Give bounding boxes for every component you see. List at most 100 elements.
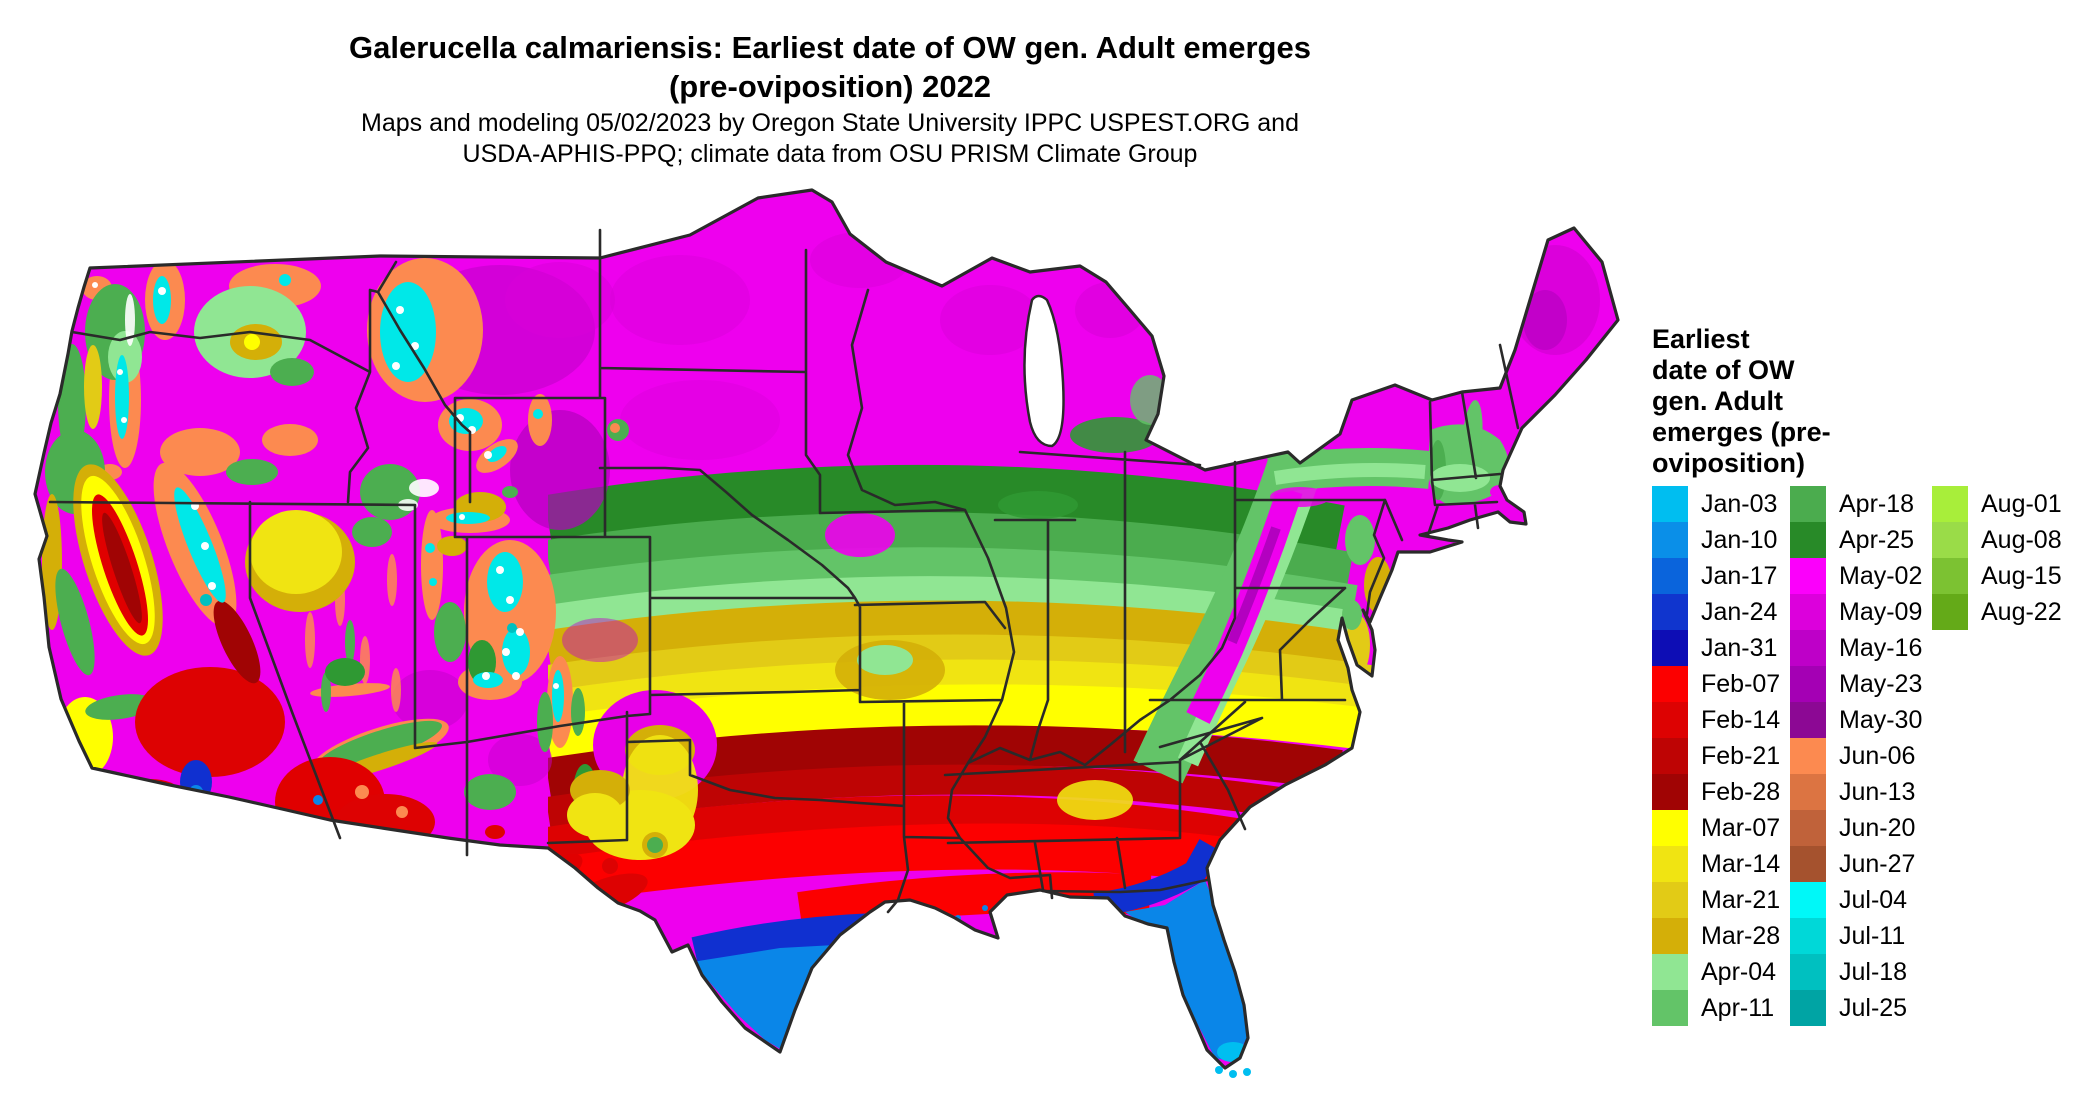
legend-item: Mar-14 [1652,846,1780,882]
legend-swatch [1652,954,1688,990]
legend-column: Aug-01 Aug-08 Aug-15 Aug-22 [1932,486,2062,630]
legend-item: Apr-04 [1652,954,1780,990]
legend-date-label: Apr-25 [1839,525,1915,554]
state-borders [48,228,1520,914]
legend-date-label: Aug-15 [1981,561,2062,590]
legend-item: May-16 [1790,630,1922,666]
legend-swatch [1652,594,1688,630]
legend-item: Aug-22 [1932,594,2062,630]
legend-item: Jan-10 [1652,522,1780,558]
legend-title: Earliest date of OW gen. Adult emerges (… [1652,324,2092,479]
map-title-line2: (pre-oviposition) 2022 [668,69,992,104]
legend-item: Feb-14 [1652,702,1780,738]
legend-title-line: date of OW [1652,355,1795,385]
legend-date-label: Jun-13 [1839,777,1916,806]
legend-column: Apr-18 Apr-25 May-02 May-09 May-16 May-23 May-… [1790,486,1922,1026]
legend-date-label: Feb-14 [1701,705,1781,734]
map-title-line1: Galerucella calmariensis: Earliest date … [349,30,1311,65]
legend-swatch [1652,702,1688,738]
legend-swatch [1652,738,1688,774]
map-title: Galerucella calmariensis: Earliest date … [0,28,1660,106]
legend-swatch [1932,486,1968,522]
legend-swatch [1790,738,1826,774]
legend-swatch [1652,630,1688,666]
legend-date-label: Apr-18 [1839,489,1915,518]
legend-swatch [1932,522,1968,558]
legend-swatch [1652,990,1688,1026]
legend-date-label: Jul-18 [1839,957,1908,986]
legend-date-label: Jul-25 [1839,993,1908,1022]
legend-item: May-30 [1790,702,1922,738]
legend-date-label: May-30 [1839,705,1923,734]
legend-item: Jul-25 [1790,990,1922,1026]
legend-item: May-02 [1790,558,1922,594]
legend-date-label: May-23 [1839,669,1923,698]
legend-date-label: Feb-21 [1701,741,1781,770]
legend-item: Jun-20 [1790,810,1922,846]
legend-item: Aug-15 [1932,558,2062,594]
legend-swatch [1790,666,1826,702]
legend-swatch [1932,594,1968,630]
legend-swatch [1790,594,1826,630]
legend-column: Jan-03 Jan-10 Jan-17 Jan-24 Jan-31 Feb-07 Feb-… [1652,486,1780,1026]
legend-date-label: May-16 [1839,633,1923,662]
legend-item: Jan-31 [1652,630,1780,666]
legend-swatch [1652,918,1688,954]
legend-swatch [1790,882,1826,918]
legend-date-label: Mar-07 [1701,813,1781,842]
legend-swatch [1652,522,1688,558]
legend-date-label: Jul-11 [1839,921,1906,950]
legend-title-line: gen. Adult [1652,386,1783,416]
legend-item: Apr-18 [1790,486,1922,522]
legend-item: Jan-24 [1652,594,1780,630]
legend-item: Feb-28 [1652,774,1780,810]
legend-date-label: Jan-10 [1701,525,1778,554]
legend-item: Aug-01 [1932,486,2062,522]
legend-swatch [1790,558,1826,594]
legend-date-label: Feb-07 [1701,669,1781,698]
legend-item: Aug-08 [1932,522,2062,558]
legend-title-line: Earliest [1652,324,1750,354]
legend-item: Feb-07 [1652,666,1780,702]
legend-swatch [1652,486,1688,522]
legend-item: Jun-13 [1790,774,1922,810]
legend-date-label: May-02 [1839,561,1923,590]
legend-date-label: Jan-17 [1701,561,1778,590]
legend-swatch [1652,774,1688,810]
legend-item: Jan-17 [1652,558,1780,594]
legend-date-label: Aug-01 [1981,489,2062,518]
legend-swatch [1652,882,1688,918]
legend-item: Jan-03 [1652,486,1780,522]
legend-title-line: emerges (pre- [1652,417,1831,447]
us-outline [33,188,1620,1070]
legend-item: Mar-21 [1652,882,1780,918]
map-subtitle: Maps and modeling 05/02/2023 by Oregon S… [0,108,1660,170]
legend-date-label: Jan-31 [1701,633,1778,662]
legend-date-label: Jan-24 [1701,597,1778,626]
legend-swatch [1790,954,1826,990]
legend-item: May-09 [1790,594,1922,630]
legend-item: Apr-25 [1790,522,1922,558]
legend-swatch [1790,774,1826,810]
legend-date-label: May-09 [1839,597,1923,626]
legend-swatch [1790,486,1826,522]
legend-swatch [1790,522,1826,558]
legend-item: Jul-04 [1790,882,1922,918]
legend-title-line: oviposition) [1652,448,1805,478]
legend-item: Jul-11 [1790,918,1922,954]
legend-grid: Jan-03 Jan-10 Jan-17 Jan-24 Jan-31 Feb-07 Feb-… [1652,486,2092,1046]
legend-swatch [1790,810,1826,846]
map-subtitle-line1: Maps and modeling 05/02/2023 by Oregon S… [361,109,1299,137]
legend-date-label: Apr-11 [1701,993,1775,1022]
legend-date-label: Jun-20 [1839,813,1916,842]
legend-date-label: Mar-14 [1701,849,1781,878]
legend-item: Feb-21 [1652,738,1780,774]
legend-swatch [1652,558,1688,594]
legend-swatch [1652,666,1688,702]
legend-item: Jun-06 [1790,738,1922,774]
legend-item: Jul-18 [1790,954,1922,990]
legend-date-label: Mar-21 [1701,885,1781,914]
legend-swatch [1790,630,1826,666]
